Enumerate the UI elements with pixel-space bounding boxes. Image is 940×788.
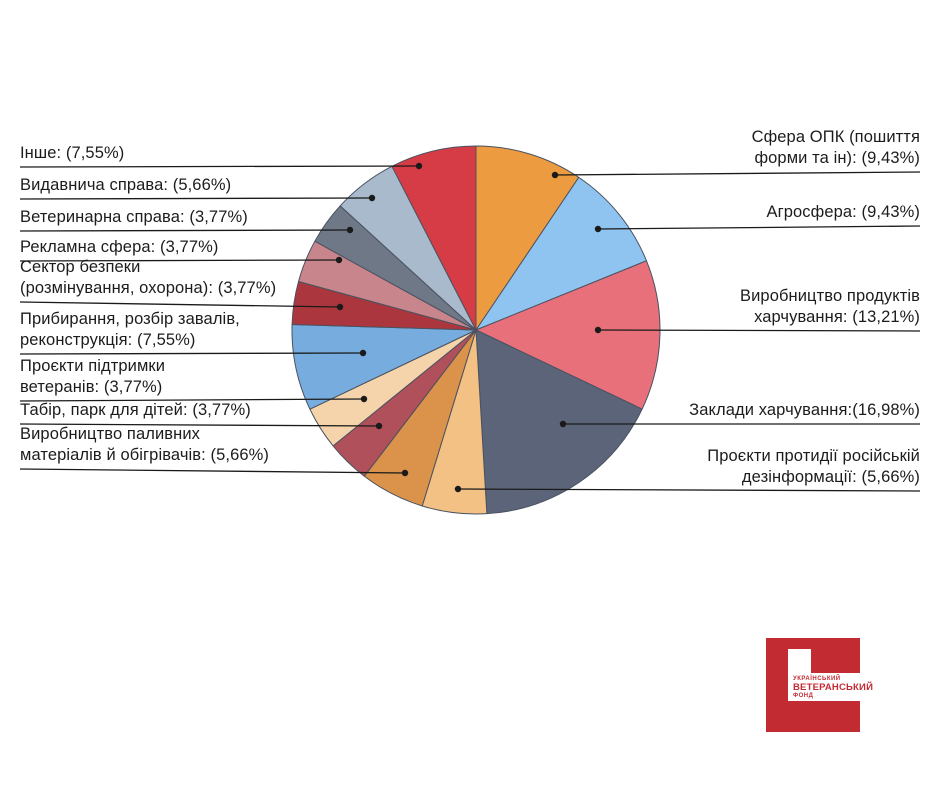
leader-dot-6 (401, 469, 409, 477)
leader-dot-3 (594, 326, 602, 334)
leader-line-2 (597, 225, 921, 230)
leader-line-13 (19, 197, 373, 200)
leader-line-6 (19, 468, 406, 474)
uvf-logo: УКРАЇНСЬКИЙ ВЕТЕРАНСЬКИЙ ФОНД (766, 638, 876, 732)
leader-dot-4 (559, 420, 567, 428)
leader-dot-14 (415, 162, 423, 170)
logo-line-fond: ФОНД (793, 693, 814, 699)
logo-text-band: УКРАЇНСЬКИЙ ВЕТЕРАНСЬКИЙ ФОНД (788, 673, 876, 701)
leader-dot-7 (375, 422, 383, 430)
pie-slice-2 (475, 176, 647, 331)
leader-line-12 (19, 229, 351, 232)
leader-dot-12 (346, 226, 354, 234)
logo-white-block-icon (788, 649, 811, 673)
logo-line-veteranskyi: ВЕТЕРАНСЬКИЙ (793, 682, 874, 693)
leader-dot-10 (336, 303, 344, 311)
leader-line-14 (19, 165, 420, 168)
leader-dot-8 (360, 395, 368, 403)
leader-line-7 (19, 423, 380, 427)
leader-line-5 (457, 488, 921, 492)
leader-dot-5 (454, 485, 462, 493)
leader-line-11 (19, 259, 340, 262)
logo-line-ukrainskyi: УКРАЇНСЬКИЙ (793, 676, 841, 682)
leader-dot-1 (551, 171, 559, 179)
leader-line-9 (19, 352, 364, 355)
leader-line-3 (597, 329, 921, 332)
leader-dot-11 (335, 256, 343, 264)
leader-line-1 (554, 171, 921, 176)
pie-slice-4 (475, 329, 643, 515)
leader-line-10 (19, 301, 341, 308)
leader-line-8 (19, 398, 365, 402)
pie-slice-3 (475, 260, 661, 410)
leader-dot-9 (359, 349, 367, 357)
leader-dot-2 (594, 225, 602, 233)
leader-dot-13 (368, 194, 376, 202)
